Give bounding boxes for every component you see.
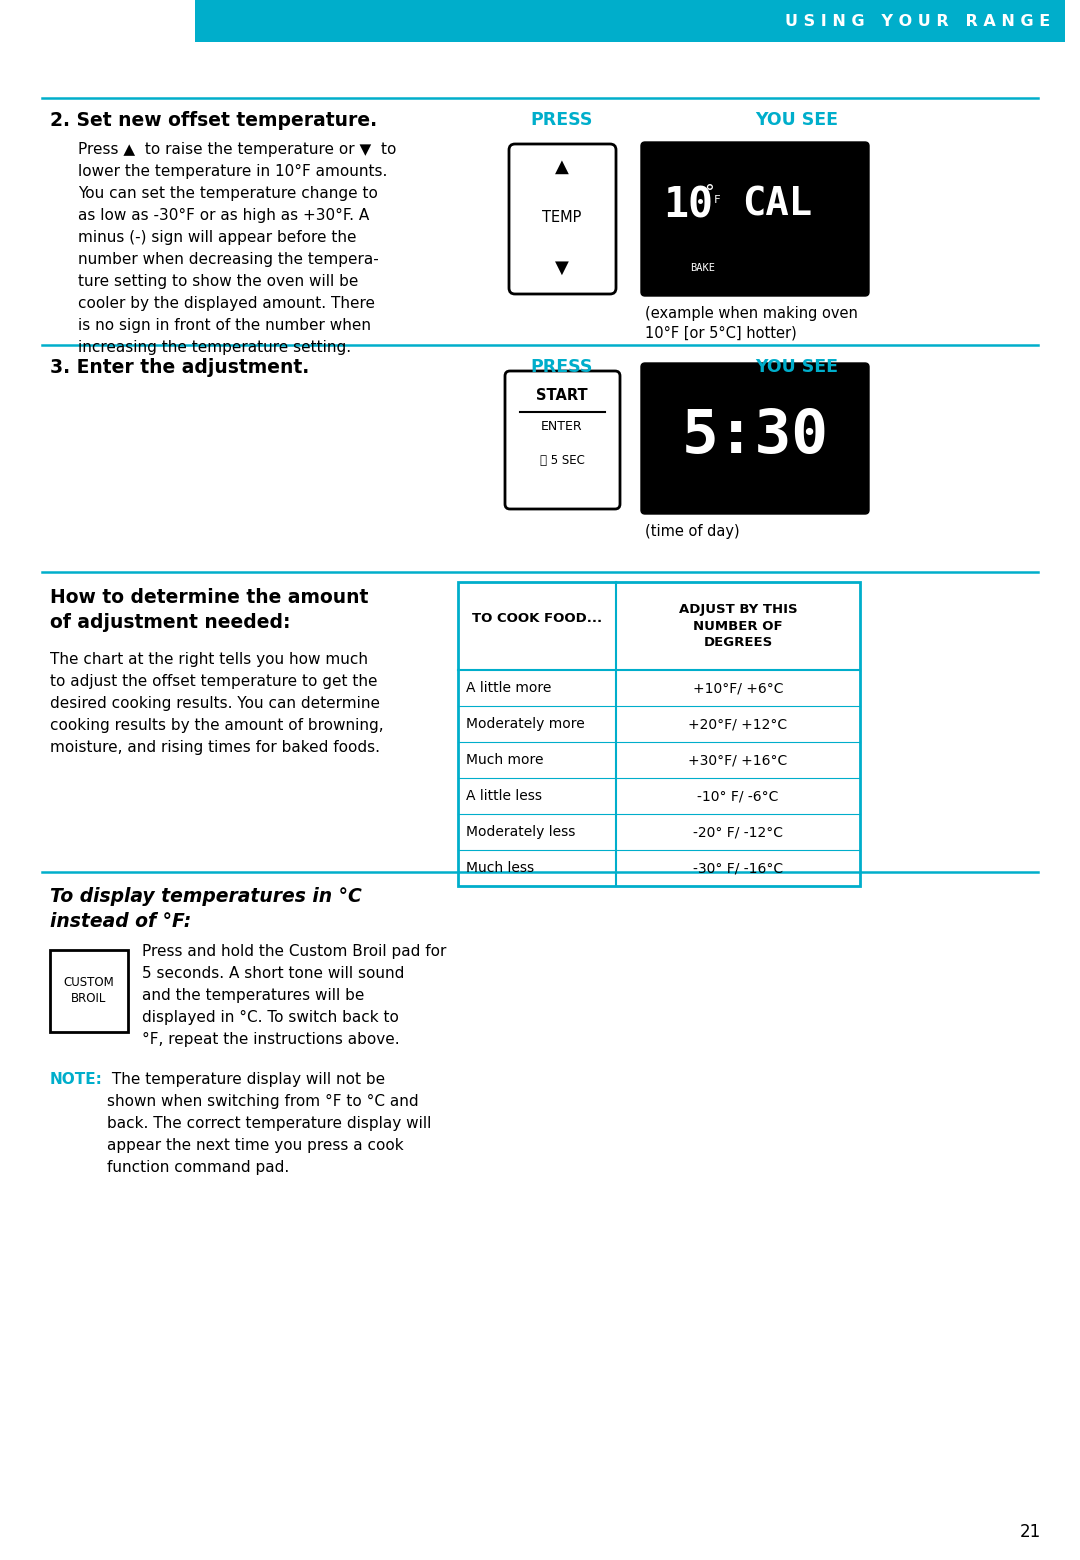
Text: ENTER: ENTER xyxy=(541,421,583,434)
Text: To display temperatures in °C
instead of °F:: To display temperatures in °C instead of… xyxy=(50,888,362,931)
Bar xyxy=(458,850,860,886)
Text: F: F xyxy=(714,195,720,204)
Text: How to determine the amount
of adjustment needed:: How to determine the amount of adjustmen… xyxy=(50,588,368,632)
FancyBboxPatch shape xyxy=(642,142,869,296)
Bar xyxy=(50,950,129,1033)
Text: (time of day): (time of day) xyxy=(645,524,740,540)
Text: -10° F/ -6°C: -10° F/ -6°C xyxy=(698,789,779,803)
Text: +20°F/ +12°C: +20°F/ +12°C xyxy=(688,718,787,732)
Text: +10°F/ +6°C: +10°F/ +6°C xyxy=(692,682,783,696)
Text: PRESS: PRESS xyxy=(530,357,593,376)
Text: The temperature display will not be
shown when switching from °F to °C and
back.: The temperature display will not be show… xyxy=(107,1072,431,1175)
Text: 3. Enter the adjustment.: 3. Enter the adjustment. xyxy=(50,357,309,378)
Bar xyxy=(195,0,1065,42)
Text: A little more: A little more xyxy=(465,682,552,696)
Text: 5:30: 5:30 xyxy=(681,407,828,466)
Text: -30° F/ -16°C: -30° F/ -16°C xyxy=(693,861,783,875)
Bar xyxy=(458,582,860,886)
Text: U S I N G   Y O U R   R A N G E: U S I N G Y O U R R A N G E xyxy=(785,14,1050,28)
Text: PRESS: PRESS xyxy=(530,111,593,129)
Text: The chart at the right tells you how much
to adjust the offset temperature to ge: The chart at the right tells you how muc… xyxy=(50,652,383,755)
Text: ▼: ▼ xyxy=(555,259,569,278)
Text: TO COOK FOOD...: TO COOK FOOD... xyxy=(472,612,602,624)
Text: A little less: A little less xyxy=(465,789,542,803)
FancyBboxPatch shape xyxy=(505,371,620,509)
FancyBboxPatch shape xyxy=(509,144,616,293)
Text: Press and hold the Custom Broil pad for
5 seconds. A short tone will sound
and t: Press and hold the Custom Broil pad for … xyxy=(141,944,446,1047)
Text: ▲: ▲ xyxy=(555,158,569,176)
Text: 🔒 5 SEC: 🔒 5 SEC xyxy=(540,454,584,466)
Text: -20° F/ -12°C: -20° F/ -12°C xyxy=(693,825,783,839)
Text: 21: 21 xyxy=(1020,1523,1041,1541)
Text: Moderately less: Moderately less xyxy=(465,825,576,839)
Text: 2. Set new offset temperature.: 2. Set new offset temperature. xyxy=(50,111,377,129)
Text: CUSTOM
BROIL: CUSTOM BROIL xyxy=(64,975,114,1005)
Text: Moderately more: Moderately more xyxy=(465,718,584,732)
Text: YOU SEE: YOU SEE xyxy=(755,111,838,129)
Bar xyxy=(458,814,860,850)
Text: °: ° xyxy=(703,183,715,201)
Text: (example when making oven
10°F [or 5°C] hotter): (example when making oven 10°F [or 5°C] … xyxy=(645,306,858,340)
Bar xyxy=(458,778,860,814)
Text: +30°F/ +16°C: +30°F/ +16°C xyxy=(688,753,787,768)
Bar xyxy=(458,707,860,743)
Text: Much more: Much more xyxy=(465,753,543,768)
Text: YOU SEE: YOU SEE xyxy=(755,357,838,376)
Text: NOTE:: NOTE: xyxy=(50,1072,103,1087)
Text: START: START xyxy=(536,387,588,402)
Text: Much less: Much less xyxy=(465,861,535,875)
Text: 10: 10 xyxy=(663,184,713,226)
Text: CAL: CAL xyxy=(742,186,812,225)
Text: ADJUST BY THIS
NUMBER OF
DEGREES: ADJUST BY THIS NUMBER OF DEGREES xyxy=(678,604,797,649)
FancyBboxPatch shape xyxy=(642,363,869,513)
Text: Press ▲  to raise the temperature or ▼  to
lower the temperature in 10°F amounts: Press ▲ to raise the temperature or ▼ to… xyxy=(78,142,396,354)
Bar xyxy=(458,669,860,707)
Bar xyxy=(458,743,860,778)
Text: TEMP: TEMP xyxy=(542,211,582,226)
Text: BAKE: BAKE xyxy=(690,264,715,273)
